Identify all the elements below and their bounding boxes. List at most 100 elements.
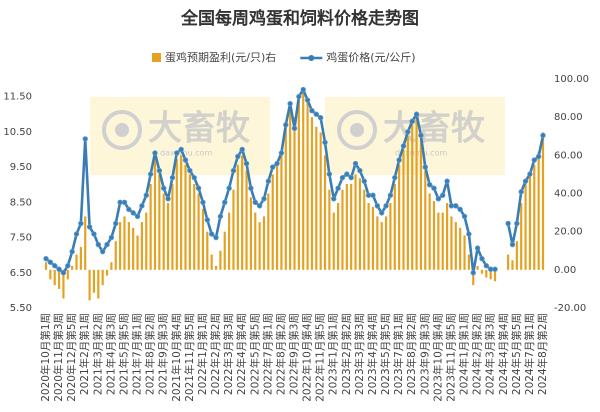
- x-tick-label: 2023年3月第3周: [353, 313, 366, 395]
- line-marker: [531, 157, 537, 163]
- bar: [75, 254, 78, 270]
- line-marker: [239, 146, 245, 153]
- x-tick-label: 2023年1月第1周: [327, 313, 340, 395]
- line-marker: [226, 185, 232, 191]
- line-marker: [522, 178, 529, 184]
- y2-tick-label: 60.00: [554, 150, 583, 161]
- bar: [110, 262, 113, 270]
- bar: [402, 149, 405, 270]
- bar: [210, 254, 213, 270]
- bar: [363, 189, 366, 270]
- bar: [223, 231, 226, 270]
- bar: [454, 222, 457, 270]
- bar: [306, 98, 309, 270]
- bar: [132, 227, 135, 270]
- bar: [201, 208, 205, 270]
- line-marker: [73, 231, 80, 237]
- line-marker: [187, 167, 193, 174]
- bar: [114, 241, 117, 270]
- bar: [271, 174, 274, 270]
- line-marker: [113, 220, 119, 227]
- bar: [367, 203, 370, 270]
- bar: [450, 216, 453, 270]
- bar: [428, 193, 431, 270]
- chart-title: 全国每周鸡蛋和饲料价格走势图: [180, 8, 419, 29]
- line-marker: [291, 125, 298, 132]
- bar: [258, 222, 261, 270]
- bar: [71, 266, 74, 270]
- line-marker: [440, 192, 446, 198]
- bar: [289, 107, 292, 270]
- line-marker: [43, 255, 49, 262]
- line-marker: [509, 241, 516, 248]
- x-tick-label: 2021年5月第5周: [117, 313, 130, 395]
- x-tick-label: 2023年8月第2周: [405, 313, 418, 395]
- line-marker: [422, 164, 428, 170]
- line-marker: [396, 157, 402, 163]
- x-tick-label: 2023年7月第1周: [392, 313, 405, 395]
- bar: [507, 254, 510, 270]
- line-marker: [139, 203, 145, 209]
- bar: [236, 164, 239, 270]
- bar: [437, 212, 440, 270]
- x-tick-label: 2022年9月第3周: [288, 313, 301, 395]
- bar: [92, 269, 96, 293]
- line-marker: [435, 196, 442, 202]
- bar: [393, 183, 396, 270]
- line-marker: [392, 174, 398, 181]
- x-tick-label: 2021年9月第3周: [157, 313, 170, 395]
- line-marker: [91, 231, 97, 237]
- line-marker: [252, 199, 258, 206]
- line-marker: [265, 178, 272, 184]
- line-marker: [300, 86, 306, 93]
- line-marker: [322, 139, 328, 146]
- line-marker: [152, 150, 158, 156]
- bar: [524, 183, 527, 270]
- x-tick-label: 2021年4月第3周: [104, 313, 117, 395]
- line-marker: [540, 132, 546, 139]
- line-marker: [200, 199, 206, 206]
- line-marker: [195, 185, 202, 191]
- line-marker: [287, 100, 293, 107]
- line-marker: [182, 157, 189, 163]
- line-marker: [357, 167, 363, 174]
- line-marker: [487, 266, 494, 272]
- line-marker: [56, 266, 62, 272]
- line-marker: [527, 171, 533, 177]
- x-tick-label: 2024年8月第2周: [536, 313, 549, 395]
- line-marker: [161, 185, 167, 191]
- bar: [354, 174, 357, 270]
- y-tick-label: 9.50: [10, 162, 32, 173]
- y2-tick-label: 20.00: [554, 227, 583, 238]
- line-marker: [453, 203, 459, 209]
- bar: [62, 269, 65, 299]
- bar: [463, 235, 466, 270]
- line-marker: [230, 167, 237, 174]
- watermark-text: 大畜牧: [148, 109, 251, 149]
- line-marker: [518, 189, 524, 195]
- bar: [206, 231, 209, 270]
- line-marker: [130, 210, 136, 216]
- x-tick-label: 2023年4月第4周: [366, 313, 379, 395]
- x-tick-label: 2024年4月第4周: [497, 313, 510, 395]
- line-marker: [178, 146, 184, 153]
- bar: [432, 201, 436, 270]
- line-marker: [156, 167, 163, 174]
- line-marker: [270, 164, 276, 170]
- bar: [472, 269, 475, 286]
- x-tick-label: 2021年7月第1周: [131, 313, 144, 395]
- line-marker: [348, 174, 354, 181]
- bar: [337, 203, 340, 270]
- x-tick-label: 2023年9月第3周: [418, 313, 431, 395]
- line-marker: [448, 203, 455, 209]
- line-marker: [344, 171, 350, 177]
- line-marker: [104, 241, 110, 248]
- line-marker: [78, 220, 84, 227]
- legend-label: 鸡蛋价格(元/公斤): [326, 50, 415, 64]
- x-tick-label: 2023年2月第2周: [340, 313, 353, 395]
- y-tick-label: 5.50: [10, 303, 32, 314]
- bar: [445, 203, 449, 270]
- line-marker: [331, 196, 337, 202]
- bar: [398, 164, 401, 270]
- bar: [123, 216, 126, 270]
